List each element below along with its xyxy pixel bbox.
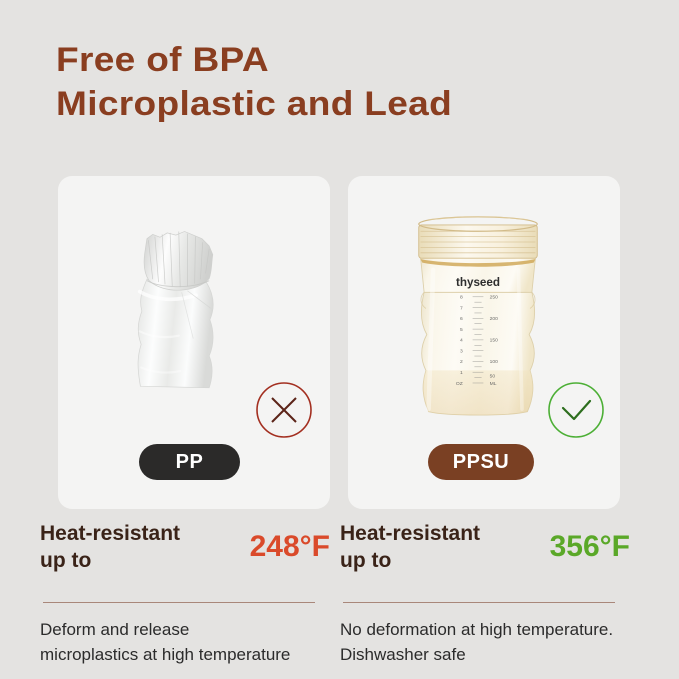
svg-text:200: 200: [490, 316, 498, 322]
svg-text:ML: ML: [490, 381, 497, 387]
svg-text:OZ: OZ: [456, 381, 463, 387]
svg-text:thyseed: thyseed: [456, 276, 500, 289]
svg-text:2: 2: [460, 359, 463, 365]
svg-text:6: 6: [460, 316, 463, 322]
svg-text:8: 8: [460, 295, 463, 301]
svg-text:150: 150: [490, 338, 498, 344]
svg-text:1: 1: [460, 370, 463, 376]
svg-text:5: 5: [460, 327, 463, 333]
svg-text:3: 3: [460, 348, 463, 354]
svg-text:7: 7: [460, 305, 463, 311]
svg-text:250: 250: [490, 295, 498, 301]
svg-text:50: 50: [490, 374, 496, 380]
svg-text:100: 100: [490, 359, 498, 365]
svg-text:4: 4: [460, 338, 463, 344]
